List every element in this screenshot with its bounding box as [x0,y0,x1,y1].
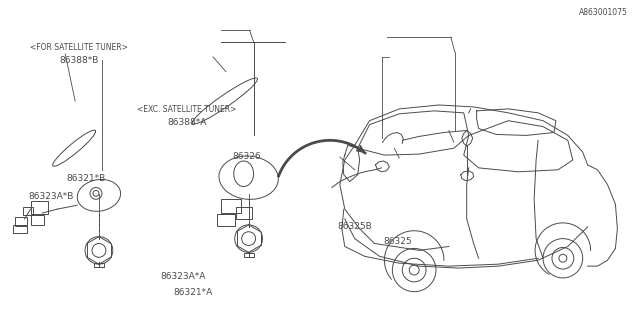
Text: 86388*B: 86388*B [60,56,99,66]
Text: 86323A*B: 86323A*B [28,192,74,201]
Text: 86326: 86326 [232,152,261,161]
Bar [244,253,253,257]
Text: 86388*A: 86388*A [167,118,207,127]
Bar [22,207,33,215]
Bar [221,199,241,213]
Bar [31,215,44,225]
Text: <FOR SATELLITE TUNER>: <FOR SATELLITE TUNER> [30,43,128,52]
Bar [13,225,27,233]
Text: 86321*A: 86321*A [173,288,212,297]
Bar [15,217,27,226]
Bar [217,214,235,226]
Bar [31,201,49,214]
Bar [94,263,104,267]
Text: A863001075: A863001075 [579,8,628,17]
Bar [236,207,252,219]
Text: 86323A*A: 86323A*A [160,272,205,281]
Text: 86321*B: 86321*B [66,174,106,183]
Text: 86325: 86325 [383,237,412,246]
Text: 86325B: 86325B [337,221,372,230]
Text: <EXC. SATELLITE TUNER>: <EXC. SATELLITE TUNER> [137,105,236,114]
